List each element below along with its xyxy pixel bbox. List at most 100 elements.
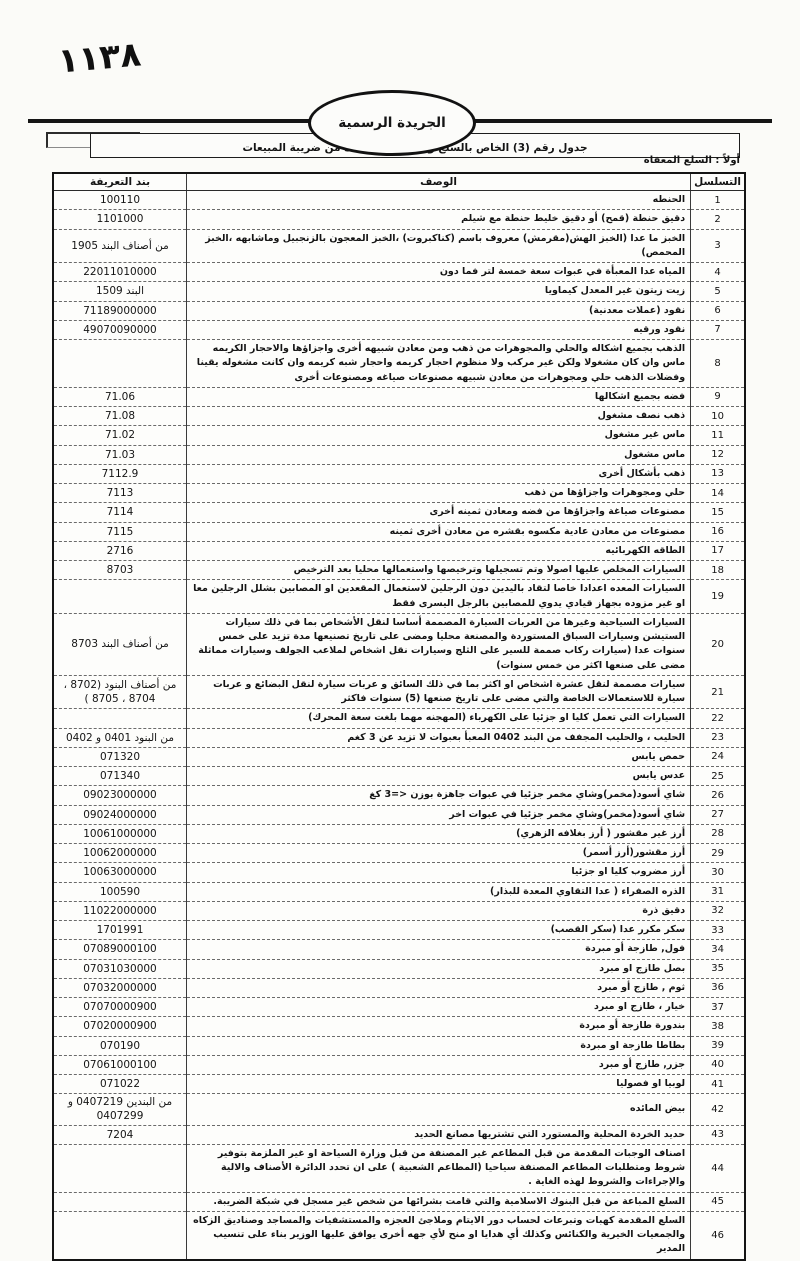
row-tariff-cell: من البندين 0407219 و 0407299 — [52, 1093, 187, 1126]
row-serial-cell: 5 — [690, 281, 746, 302]
table-row: 9 فضه بجميع اشكالها 71.06 — [52, 386, 746, 408]
table-row: 24 حمص يابس 071320 — [52, 746, 746, 768]
row-description-cell: سكر مكرر عدا (سكر القصب) — [185, 919, 692, 941]
table-row: 30 أرز مضروب كليا او جزئيا 10063000000 — [52, 862, 746, 883]
row-tariff-cell: 71.02 — [52, 425, 187, 446]
row-serial-cell: 22 — [690, 708, 746, 729]
table-row: 14 حلي ومجوهرات واجزاؤها من ذهب 7113 — [52, 482, 746, 504]
row-serial-cell: 18 — [690, 559, 746, 581]
row-tariff-cell: 7115 — [52, 521, 187, 542]
row-description-cell: دقيق حنطة (قمح) أو دقيق خليط حنطة مع شيل… — [185, 209, 692, 230]
row-tariff-cell: 8703 — [52, 559, 187, 581]
row-serial-cell: 44 — [690, 1143, 746, 1193]
row-description-cell: شاي أسود(مخمر)وشاي مخمر جزئيا في عبوات ج… — [185, 785, 692, 806]
table-row: 42 بيض المائده من البندين 0407219 و 0407… — [52, 1093, 746, 1126]
row-serial-cell: 24 — [690, 746, 746, 768]
table-row: 6 نقود (عملات معدنية) 71189000000 — [52, 300, 746, 321]
table-row: 22 السيارات التي تعمل كليا او جزئيا على … — [52, 708, 746, 729]
row-serial-cell: 46 — [690, 1210, 746, 1261]
row-serial-cell: 30 — [690, 862, 746, 883]
row-description-cell: السيارات المعده اعدادا خاصا لتقاد باليدي… — [185, 579, 692, 614]
row-description-cell: نقود (عملات معدنية) — [185, 300, 692, 321]
row-serial-cell: 36 — [690, 977, 746, 999]
row-tariff-cell: 07089000100 — [52, 939, 187, 960]
table-row: 18 السيارات المخلص عليها اصولا وتم تسجيل… — [52, 559, 746, 581]
row-tariff-cell: 100110 — [52, 189, 187, 211]
row-serial-cell: 28 — [690, 823, 746, 845]
row-serial-cell: 20 — [690, 612, 746, 676]
row-tariff-cell: 071340 — [52, 765, 187, 787]
table-row: 35 بصل طازج او مبرد 07031030000 — [52, 958, 746, 979]
row-serial-cell: 11 — [690, 425, 746, 446]
row-tariff-cell: 09024000000 — [52, 804, 187, 825]
row-serial-cell: 43 — [690, 1124, 746, 1145]
row-tariff-cell: من أصناف البنود (8702 ، 8704 ، 8705 ) — [52, 674, 187, 710]
table-row: 33 سكر مكرر عدا (سكر القصب) 1701991 — [52, 919, 746, 941]
row-description-cell: أرز غير مقشور ( أرز بغلافه الزهري) — [185, 823, 692, 845]
row-description-cell: سيارات مصممة لنقل عشرة اشخاص او اكثر بما… — [185, 674, 692, 710]
row-description-cell: فول, طازجة أو مبردة — [185, 939, 692, 960]
table-row: 39 بطاطا طازجة او مبردة 070190 — [52, 1035, 746, 1056]
description-header: الوصف — [185, 172, 692, 191]
row-description-cell: الحنطه — [185, 189, 692, 211]
row-tariff-cell: 07070000900 — [52, 996, 187, 1018]
row-serial-cell: 21 — [690, 674, 746, 710]
row-serial-cell: 41 — [690, 1073, 746, 1095]
goods-table-head: التسلسل الوصف بند التعريفة — [52, 172, 746, 191]
row-tariff-cell: 7113 — [52, 482, 187, 504]
table-row: 40 جزر, طازج أو مبرد 07061000100 — [52, 1054, 746, 1076]
row-tariff-cell — [52, 1143, 187, 1193]
table-row: 31 الذره الصفراء ( عدا التقاوي المعدة لل… — [52, 881, 746, 902]
table-row: 13 ذهب بأشكال أخرى 7112.9 — [52, 463, 746, 485]
row-serial-cell: 1 — [690, 189, 746, 211]
row-tariff-cell: 100590 — [52, 881, 187, 902]
row-description-cell: مصنوعات صياغة واجزاؤها من فضه ومعادن ثمي… — [185, 502, 692, 523]
row-tariff-cell: 070190 — [52, 1035, 187, 1056]
table-row: 4 المياه عدا المعبأة في عبوات سعة خمسة ل… — [52, 261, 746, 283]
row-description-cell: الحليب ، والحليب المجفف من البند 0402 ال… — [185, 727, 692, 748]
row-description-cell: الذهب بجميع اشكاله والحلي والمجوهرات من … — [185, 339, 692, 388]
row-description-cell: الذره الصفراء ( عدا التقاوي المعدة للبذا… — [185, 881, 692, 902]
table-row: 8 الذهب بجميع اشكاله والحلي والمجوهرات م… — [52, 339, 746, 388]
row-serial-cell: 33 — [690, 919, 746, 941]
row-serial-cell: 13 — [690, 463, 746, 485]
row-tariff-cell: 22011010000 — [52, 261, 187, 283]
goods-table-wrap: التسلسل الوصف بند التعريفة 1 الحنطه 1001… — [52, 172, 746, 1261]
row-serial-cell: 35 — [690, 958, 746, 979]
row-serial-cell: 29 — [690, 842, 746, 864]
table-row: 17 الطاقه الكهربائيه 2716 — [52, 540, 746, 562]
row-tariff-cell: البند 1509 — [52, 281, 187, 302]
row-tariff-cell: 7114 — [52, 502, 187, 523]
row-description-cell: المياه عدا المعبأة في عبوات سعة خمسة لتر… — [185, 261, 692, 283]
row-serial-cell: 25 — [690, 765, 746, 787]
row-tariff-cell: 071320 — [52, 746, 187, 768]
row-tariff-cell — [52, 1210, 187, 1261]
row-serial-cell: 7 — [690, 319, 746, 341]
table-row: 7 نقود ورقيه 49070090000 — [52, 319, 746, 341]
row-serial-cell: 32 — [690, 900, 746, 922]
row-description-cell: مصنوعات من معادن عادية مكسوه بقشره من مع… — [185, 521, 692, 542]
row-tariff-cell: 10062000000 — [52, 842, 187, 864]
table-row: 2 دقيق حنطة (قمح) أو دقيق خليط حنطة مع ش… — [52, 209, 746, 230]
row-description-cell: أرز مضروب كليا او جزئيا — [185, 862, 692, 883]
row-tariff-cell: 11022000000 — [52, 900, 187, 922]
row-serial-cell: 6 — [690, 300, 746, 321]
row-description-cell: بندورة طازجة أو مبردة — [185, 1016, 692, 1037]
row-description-cell: جزر, طازج أو مبرد — [185, 1054, 692, 1076]
table-row: 36 ثوم , طازج أو مبرد 07032000000 — [52, 977, 746, 999]
goods-table-body: 1 الحنطه 100110 2 دقيق حنطة (قمح) أو دقي… — [52, 189, 746, 1261]
row-tariff-cell: 1701991 — [52, 919, 187, 941]
row-description-cell: عدس يابس — [185, 765, 692, 787]
row-serial-cell: 34 — [690, 939, 746, 960]
table-row: 5 زيت زيتون غير المعدل كيماويا البند 150… — [52, 281, 746, 302]
row-serial-cell: 16 — [690, 521, 746, 542]
row-tariff-cell: 71.06 — [52, 386, 187, 408]
row-tariff-cell: 07031030000 — [52, 958, 187, 979]
row-description-cell: السيارات التي تعمل كليا او جزئيا على الك… — [185, 708, 692, 729]
row-tariff-cell: من أصناف البند 8703 — [52, 612, 187, 676]
row-tariff-cell: من أصناف البند 1905 — [52, 228, 187, 263]
row-serial-cell: 40 — [690, 1054, 746, 1076]
row-description-cell: ماس مشغول — [185, 444, 692, 465]
row-tariff-cell — [52, 579, 187, 614]
table-row: 37 خيار ، طازج او مبرد 07070000900 — [52, 996, 746, 1018]
